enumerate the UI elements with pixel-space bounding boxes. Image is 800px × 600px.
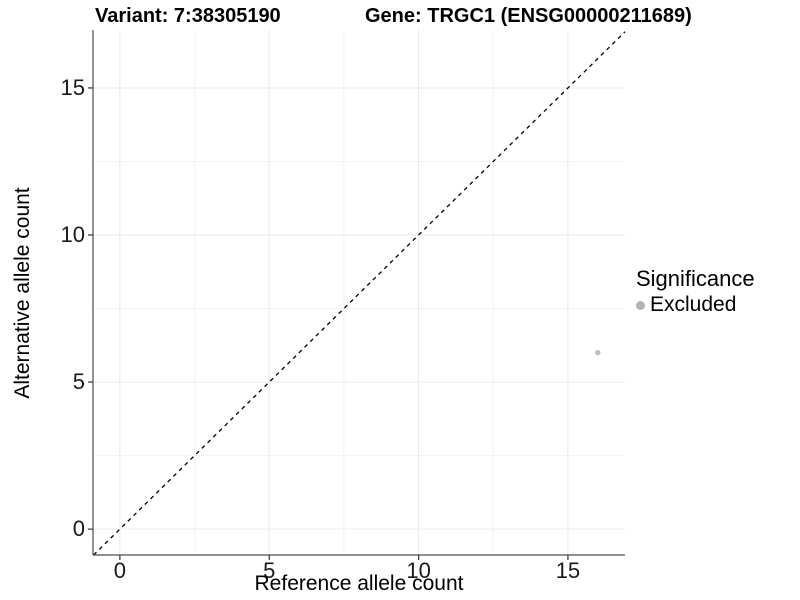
x-tick-label: 15 xyxy=(555,558,581,583)
x-tick-label: 0 xyxy=(113,558,126,583)
legend: Significance Excluded xyxy=(636,266,755,317)
y-tick-label: 5 xyxy=(72,369,85,395)
data-point xyxy=(595,349,601,356)
x-tick-label: 5 xyxy=(263,558,276,583)
legend-items: Excluded xyxy=(636,293,755,317)
plot-title-gene: Gene: TRGC1 (ENSG00000211689) xyxy=(365,5,692,27)
y-tick-label: 15 xyxy=(60,74,85,100)
plot-title-variant: Variant: 7:38305190 xyxy=(95,5,281,27)
x-tick-label: 10 xyxy=(406,558,431,583)
legend-item-label: Excluded xyxy=(650,293,737,316)
y-tick-label: 0 xyxy=(72,516,85,542)
x-axis-title: Reference allele count xyxy=(254,572,464,595)
y-axis-title: Alternative allele count xyxy=(11,187,34,399)
legend-title: Significance xyxy=(636,266,755,291)
legend-item: Excluded xyxy=(636,293,755,317)
y-tick-label: 10 xyxy=(60,222,85,247)
identity-reference-line xyxy=(93,31,626,556)
legend-point-icon xyxy=(636,300,645,310)
